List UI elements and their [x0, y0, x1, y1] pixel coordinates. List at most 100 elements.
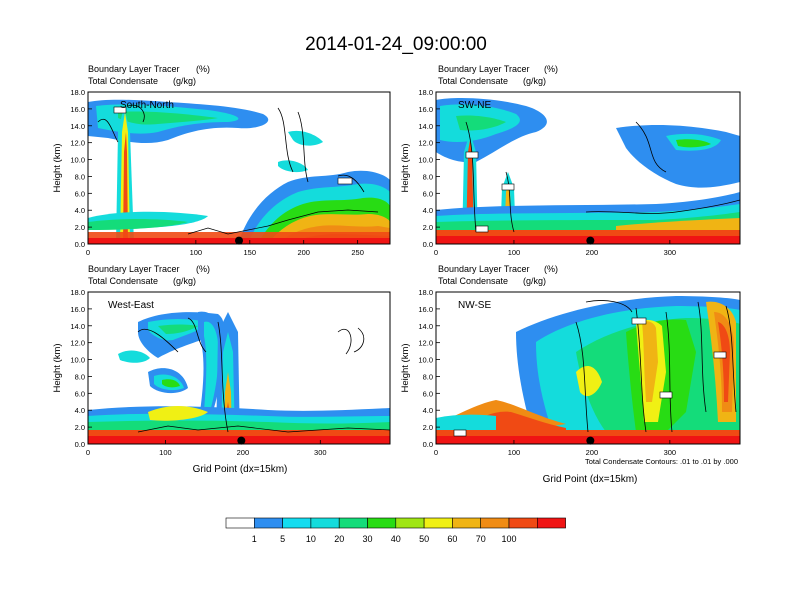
colorbar-cell [452, 517, 481, 529]
panel-3-header-line2-unit: (g/kg) [173, 276, 196, 286]
panel-4-ytick-label: 8.0 [423, 372, 433, 381]
colorbar-label: 10 [306, 534, 316, 544]
panel-4-ytick-label: 4.0 [423, 406, 433, 415]
colorbar-label: 40 [391, 534, 401, 544]
panel-2-ytick-label: 12.0 [418, 139, 433, 148]
panel-4-ytick-label: 16.0 [418, 305, 433, 314]
panel-1-header-line2-name: Total Condensate [88, 76, 158, 86]
panel-4-ytick-label: 2.0 [423, 423, 433, 432]
panel-3-plot-area [88, 292, 390, 444]
colorbar-label: 30 [362, 534, 372, 544]
panel-2-ytick-label: 16.0 [418, 105, 433, 114]
panel-3-ytick-label: 14.0 [70, 322, 85, 331]
panel-4-ytick-label: 10.0 [418, 356, 433, 365]
panel-3-axes: 0.0 2.0 4.0 6.0 8.0 10.0 12.0 14.0 16.0 18.0 0 100 2… [70, 288, 326, 457]
colorbar-cell [508, 517, 538, 529]
panel-4-xtick-label: 100 [508, 448, 521, 457]
panel-4-ytick-label: 12.0 [418, 339, 433, 348]
colorbar-label: 70 [476, 534, 486, 544]
panel-2-xtick-label: 0 [434, 248, 438, 257]
panel-1-ytick-label: 4.0 [75, 206, 85, 215]
panel-3-xlabel: Grid Point (dx=15km) [193, 464, 288, 475]
panel-3-ytick-label: 6.0 [75, 389, 85, 398]
panel-4-xtick-label: 0 [434, 448, 438, 457]
panel-2-header-line1-name: Boundary Layer Tracer [438, 64, 530, 74]
colorbar-label: 5 [280, 534, 285, 544]
panel-3-marker-point [237, 436, 246, 445]
panel-4-ytick-label: 6.0 [423, 389, 433, 398]
panel-4-ytick-label: 0.0 [423, 440, 433, 449]
panel-1-ylabel: Height (km) [52, 143, 63, 192]
panel-4-xlabel: Grid Point (dx=15km) [543, 474, 638, 485]
colorbar-label: 60 [447, 534, 457, 544]
panel-1-xtick-label: 250 [351, 248, 364, 257]
panel-4-header-line2-name: Total Condensate [438, 276, 508, 286]
panel-4-plot-area [436, 292, 740, 444]
panel-4-frame [435, 291, 741, 445]
panel-3-header-line1-unit: (%) [196, 264, 210, 274]
panel-3-ytick-label: 0.0 [75, 440, 85, 449]
panel-4-ytick-label: 14.0 [418, 322, 433, 331]
colorbar-cell [367, 517, 397, 529]
panel-south-north: Boundary Layer Tracer (%) Total Condensa… [52, 64, 391, 257]
panel-3-xtick-label: 200 [237, 448, 250, 457]
colorbar-cell [338, 517, 368, 529]
panel-2-ytick-label: 8.0 [423, 172, 433, 181]
panel-1-ytick-label: 8.0 [75, 172, 85, 181]
panel-3-ytick-label: 12.0 [70, 339, 85, 348]
panel-2-header-line2-name: Total Condensate [438, 76, 508, 86]
panel-2-ytick-label: 0.0 [423, 240, 433, 249]
panel-3-header-line2-name: Total Condensate [88, 276, 158, 286]
panel-2-xtick-label: 300 [664, 248, 677, 257]
panel-nw-se: Boundary Layer Tracer (%) Total Condensa… [400, 264, 741, 485]
colorbar-label: 20 [334, 534, 344, 544]
panel-4-header-line1-unit: (%) [544, 264, 558, 274]
colorbar-cell [536, 517, 566, 529]
panel-2-ytick-label: 6.0 [423, 189, 433, 198]
panel-3-ytick-label: 4.0 [75, 406, 85, 415]
colorbar-cell [480, 517, 510, 529]
panel-3-frame [87, 291, 391, 445]
panel-1-ytick-label: 16.0 [70, 105, 85, 114]
panel-1-header-line1-name: Boundary Layer Tracer [88, 64, 180, 74]
panel-1-ytick-label: 10.0 [70, 156, 85, 165]
panel-2-ytick-label: 18.0 [418, 88, 433, 97]
panel-3-ytick-label: 2.0 [75, 423, 85, 432]
panel-3-xtick-label: 0 [86, 448, 90, 457]
panel-1-axes: 0.0 2.0 4.0 6.0 8.0 10.0 12.0 14.0 16.0 18.0 0 100 1… [70, 88, 364, 257]
panel-3-ytick-label: 16.0 [70, 305, 85, 314]
colorbar-cell [423, 517, 453, 529]
panel-1-xtick-label: 200 [297, 248, 310, 257]
panel-2-ytick-label: 10.0 [418, 156, 433, 165]
panel-2-header-line2-unit: (g/kg) [523, 76, 546, 86]
panel-3-xtick-label: 300 [314, 448, 327, 457]
panel-2-xtick-label: 100 [508, 248, 521, 257]
panel-3-ytick-label: 18.0 [70, 288, 85, 297]
colorbar-cell [225, 517, 255, 529]
colorbar-label: 1 [252, 534, 257, 544]
panel-2-ytick-label: 2.0 [423, 223, 433, 232]
panel-1-label: South-North [120, 100, 174, 111]
panel-4-ylabel: Height (km) [400, 343, 411, 392]
panel-1-ytick-label: 0.0 [75, 240, 85, 249]
colorbar-label: 100 [501, 534, 516, 544]
colorbar-cell [395, 517, 425, 529]
panel-3-xtick-label: 100 [159, 448, 172, 457]
panel-4-ytick-label: 18.0 [418, 288, 433, 297]
panel-2-marker-point [586, 236, 595, 245]
panel-west-east: Boundary Layer Tracer (%) Total Condensa… [52, 264, 391, 475]
panel-4-label: NW-SE [458, 300, 491, 311]
panel-sw-ne: Boundary Layer Tracer (%) Total Condensa… [400, 64, 741, 257]
panel-1-plot-area [88, 92, 390, 244]
main-title: 2014-01-24_09:00:00 [305, 34, 487, 55]
colorbar-cell [282, 517, 312, 529]
panel-1-ytick-label: 18.0 [70, 88, 85, 97]
panel-1-ytick-label: 12.0 [70, 139, 85, 148]
panel-2-label: SW-NE [458, 100, 491, 111]
panel-3-label: West-East [108, 300, 154, 311]
panel-3-header-line1-name: Boundary Layer Tracer [88, 264, 180, 274]
colorbar-label: 50 [419, 534, 429, 544]
panel-4-header-line1-name: Boundary Layer Tracer [438, 264, 530, 274]
panel-1-xtick-label: 0 [86, 248, 90, 257]
